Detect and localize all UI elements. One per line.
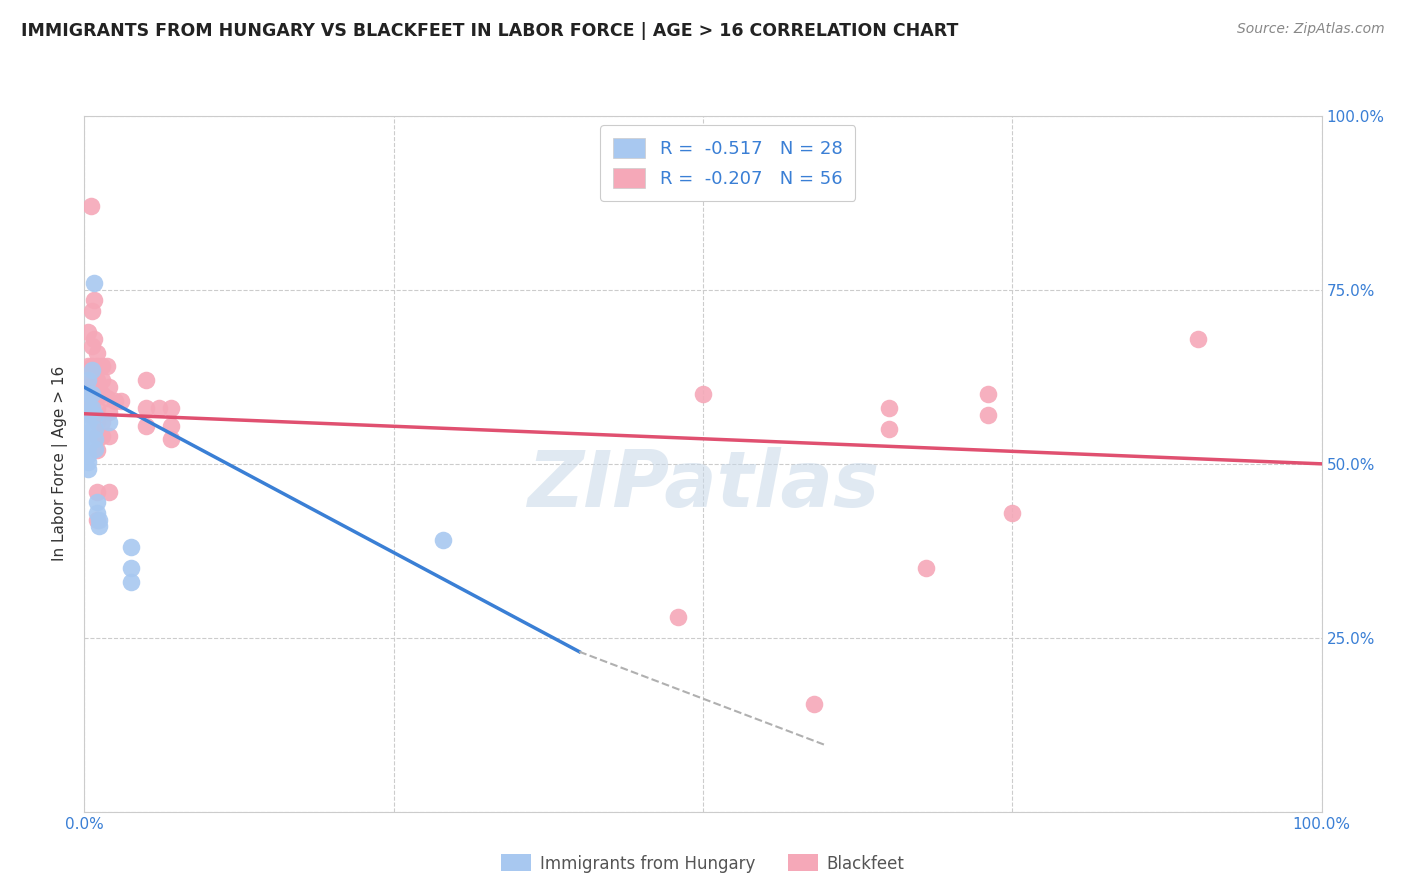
- Point: [80, 387, 103, 401]
- Point: [80, 338, 103, 352]
- Point: [86, 495, 108, 509]
- Point: [432, 533, 454, 548]
- Y-axis label: In Labor Force | Age > 16: In Labor Force | Age > 16: [52, 367, 69, 561]
- Point: [1001, 506, 1024, 520]
- Text: ZIPatlas: ZIPatlas: [527, 447, 879, 523]
- Point: [80, 387, 103, 401]
- Point: [86, 401, 108, 416]
- Point: [86, 415, 108, 429]
- Point: [803, 697, 825, 711]
- Point: [77, 433, 100, 447]
- Point: [77, 373, 100, 387]
- Point: [84, 433, 107, 447]
- Point: [77, 408, 100, 422]
- Point: [77, 398, 100, 412]
- Point: [86, 345, 108, 359]
- Point: [90, 415, 112, 429]
- Point: [160, 418, 183, 433]
- Point: [77, 380, 100, 394]
- Point: [110, 394, 132, 409]
- Point: [98, 415, 121, 429]
- Point: [83, 293, 105, 308]
- Point: [89, 512, 111, 526]
- Point: [135, 401, 157, 416]
- Point: [89, 519, 111, 533]
- Point: [877, 422, 900, 436]
- Point: [77, 359, 100, 374]
- Point: [80, 303, 103, 318]
- Point: [77, 440, 100, 454]
- Point: [976, 387, 998, 401]
- Point: [84, 422, 107, 436]
- Point: [86, 359, 108, 374]
- Point: [98, 484, 121, 499]
- Point: [135, 418, 157, 433]
- Point: [120, 561, 142, 575]
- Point: [80, 373, 103, 387]
- Point: [86, 387, 108, 401]
- Point: [90, 387, 112, 401]
- Point: [86, 512, 108, 526]
- Point: [80, 408, 103, 422]
- Point: [120, 541, 142, 555]
- Point: [86, 484, 108, 499]
- Point: [77, 417, 100, 431]
- Legend: Immigrants from Hungary, Blackfeet: Immigrants from Hungary, Blackfeet: [495, 847, 911, 880]
- Point: [148, 401, 170, 416]
- Point: [90, 373, 112, 387]
- Point: [77, 387, 100, 401]
- Point: [160, 433, 183, 447]
- Point: [86, 442, 108, 457]
- Point: [80, 363, 103, 377]
- Point: [83, 332, 105, 346]
- Point: [79, 199, 101, 213]
- Point: [77, 462, 100, 476]
- Point: [84, 442, 107, 456]
- Point: [83, 276, 105, 290]
- Point: [877, 401, 900, 416]
- Point: [77, 448, 100, 462]
- Point: [90, 429, 112, 443]
- Point: [98, 380, 121, 394]
- Point: [80, 359, 103, 374]
- Point: [77, 325, 100, 339]
- Point: [135, 373, 157, 387]
- Point: [98, 405, 121, 419]
- Point: [86, 373, 108, 387]
- Point: [120, 575, 142, 590]
- Point: [80, 398, 103, 412]
- Point: [104, 394, 127, 409]
- Point: [976, 408, 998, 422]
- Point: [914, 561, 936, 575]
- Point: [666, 610, 689, 624]
- Point: [692, 387, 714, 401]
- Point: [84, 408, 107, 422]
- Point: [77, 455, 100, 469]
- Point: [90, 359, 112, 374]
- Text: IMMIGRANTS FROM HUNGARY VS BLACKFEET IN LABOR FORCE | AGE > 16 CORRELATION CHART: IMMIGRANTS FROM HUNGARY VS BLACKFEET IN …: [21, 22, 959, 40]
- Point: [96, 359, 118, 374]
- Point: [1187, 332, 1209, 346]
- Point: [98, 429, 121, 443]
- Point: [77, 425, 100, 439]
- Point: [86, 506, 108, 520]
- Point: [80, 401, 103, 416]
- Text: Source: ZipAtlas.com: Source: ZipAtlas.com: [1237, 22, 1385, 37]
- Point: [86, 429, 108, 443]
- Point: [160, 401, 183, 416]
- Point: [96, 391, 118, 405]
- Legend: R =  -0.517   N = 28, R =  -0.207   N = 56: R = -0.517 N = 28, R = -0.207 N = 56: [600, 125, 855, 201]
